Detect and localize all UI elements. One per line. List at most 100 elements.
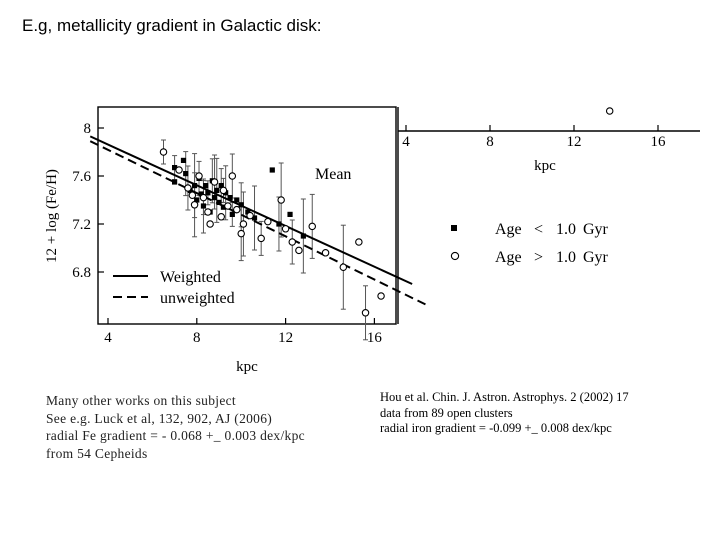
young-cluster-point: [172, 179, 178, 185]
y-tick-label: 6.8: [72, 265, 91, 281]
old-cluster-point: [277, 196, 285, 204]
mean-annotation: Mean: [315, 166, 351, 183]
young-cluster-point: [276, 221, 282, 227]
right-notes: Hou et al. Chin. J. Astron. Astrophys. 2…: [380, 390, 629, 437]
old-cluster-point: [264, 217, 272, 226]
old-cluster-point: [204, 208, 212, 216]
old-cluster-point: [339, 263, 348, 271]
y-tick-label: 8: [84, 121, 92, 137]
x-axis-label: kpc: [236, 359, 258, 375]
old-cluster-point: [257, 234, 265, 243]
young-cluster-point: [211, 195, 218, 201]
young-cluster-point: [229, 211, 235, 217]
young-cluster-point: [287, 211, 293, 217]
right-plot-legend: Age <1.0 Gyr Age >1.0 Gyr: [450, 221, 609, 266]
young-cluster-point: [180, 157, 187, 163]
left-plot-ticks: 4 8 12 16 8 7.6 7.2 6.8 kpc 12 + log (Fe/H): [44, 121, 382, 375]
left-plot-frame: [97, 106, 397, 325]
left-note-line: from 54 Cepheids: [46, 445, 148, 461]
young-cluster-point: [251, 215, 258, 221]
old-cluster-point: [295, 246, 303, 255]
old-cluster-point: [190, 201, 199, 209]
young-cluster-point: [200, 203, 207, 209]
left-plot-border: [97, 106, 397, 325]
x-tick-label: 16: [367, 330, 383, 346]
old-cluster-point: [321, 249, 330, 257]
old-cluster-point: [377, 292, 385, 300]
old-cluster-point: [219, 186, 228, 195]
left-plot-texts: Mean Weighted unweighted: [113, 166, 351, 307]
old-cluster-point: [184, 184, 192, 192]
right-plot-frame: [397, 107, 700, 324]
y-tick-label: 7.6: [72, 169, 91, 185]
x-axis-label: kpc: [534, 158, 556, 174]
legend-age-value: 1.0: [556, 221, 576, 238]
right-note-line: Hou et al. Chin. J. Astron. Astrophys. 2…: [380, 390, 629, 404]
young-cluster-point: [218, 183, 224, 189]
young-cluster-point: [198, 191, 204, 197]
old-cluster-point: [361, 309, 370, 317]
young-cluster-point: [214, 187, 220, 193]
legend-age-label: Age: [495, 221, 522, 238]
legend-age-label: Age: [495, 249, 522, 266]
x-tick-label: 16: [651, 134, 667, 150]
legend-comparator: <: [534, 221, 543, 238]
old-cluster-point: [228, 172, 237, 180]
old-cluster-point: [605, 107, 614, 115]
young-cluster-point: [205, 190, 211, 196]
left-plot-points: [159, 148, 385, 317]
legend-age-unit: Gyr: [583, 249, 609, 266]
legend-square-marker: [451, 225, 457, 231]
old-cluster-point: [210, 178, 219, 186]
right-plot-ticks: 4 8 12 16 kpc: [402, 125, 666, 174]
young-cluster-point: [220, 204, 227, 210]
weighted-fit-line: [89, 135, 413, 285]
old-cluster-point: [206, 220, 214, 228]
slide-title: E.g, metallicity gradient in Galactic di…: [22, 16, 322, 35]
young-cluster-point: [216, 199, 222, 205]
young-cluster-point: [238, 202, 244, 208]
old-cluster-point: [246, 211, 254, 220]
old-cluster-point: [175, 166, 183, 174]
young-cluster-point: [245, 209, 251, 215]
left-note-line: Many other works on this subject: [46, 393, 236, 408]
young-cluster-point: [300, 233, 306, 239]
y-tick-label: 7.2: [72, 217, 91, 233]
old-cluster-point: [233, 205, 241, 214]
right-plot-points: [605, 107, 614, 115]
left-plot-fit-lines: [89, 135, 426, 306]
old-cluster-point: [159, 148, 168, 156]
left-note-line: See e.g. Luck et al, 132, 902, AJ (2006): [46, 410, 273, 426]
old-cluster-point: [239, 220, 248, 228]
x-tick-label: 4: [402, 134, 410, 150]
x-tick-label: 12: [567, 134, 582, 150]
legend-age-unit: Gyr: [583, 221, 609, 238]
old-cluster-point: [281, 225, 290, 233]
unweighted-fit-line: [89, 140, 426, 306]
young-cluster-point: [194, 197, 200, 203]
x-tick-label: 4: [104, 330, 112, 346]
x-tick-label: 8: [193, 330, 201, 346]
old-cluster-point: [217, 213, 225, 221]
young-cluster-point: [183, 171, 189, 177]
x-tick-label: 8: [486, 134, 494, 150]
old-cluster-point: [237, 229, 245, 238]
old-cluster-point: [195, 172, 203, 180]
young-cluster-point: [203, 183, 209, 189]
legend-circle-marker: [450, 251, 460, 261]
right-note-line: radial iron gradient = -0.099 +_ 0.008 d…: [380, 421, 612, 435]
right-note-line: data from 89 open clusters: [380, 405, 513, 420]
old-cluster-point: [308, 222, 316, 231]
old-cluster-point: [288, 238, 297, 246]
legend-age-value: 1.0: [556, 249, 576, 266]
x-tick-label: 12: [278, 330, 293, 346]
young-cluster-point: [191, 183, 198, 189]
young-cluster-point: [234, 197, 240, 203]
old-cluster-point: [199, 193, 208, 202]
left-note-line: radial Fe gradient = - 0.068 +_ 0.003 de…: [46, 428, 305, 443]
old-cluster-point: [355, 238, 363, 246]
left-notes: Many other works on this subject See e.g…: [46, 392, 305, 462]
legend-label: unweighted: [160, 290, 235, 307]
y-axis-label: 12 + log (Fe/H): [44, 169, 60, 263]
